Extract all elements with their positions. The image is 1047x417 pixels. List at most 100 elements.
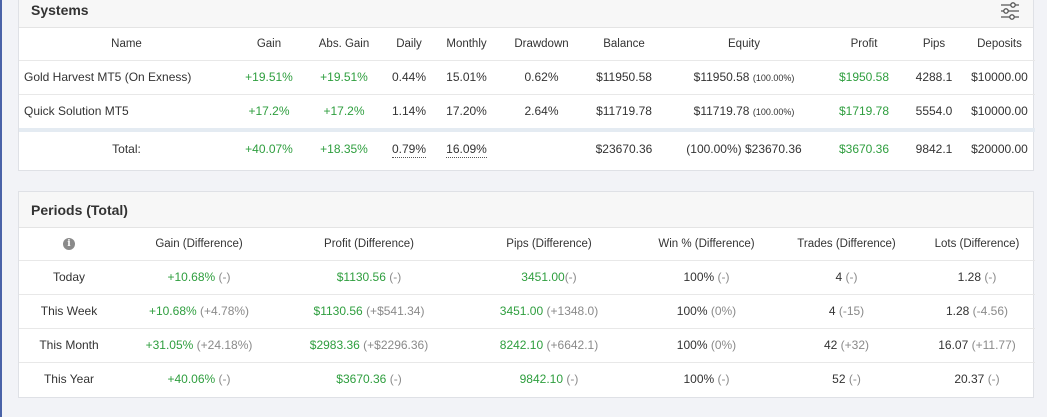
table-row: Today +10.68% (-) $1130.56 (-) 3451.00(-… [19,260,1035,294]
equity-value: $11719.78 [693,104,750,119]
col-win-difference: Win % (Difference) [658,237,755,250]
trades-diff: (+32) [840,338,870,352]
lots-diff: (-) [984,270,997,284]
pips-value: 3451.00 [499,304,544,318]
system-name-link[interactable]: Gold Harvest MT5 (On Exness) [24,70,192,84]
daily-cell: 1.14% [391,104,427,119]
col-deposits[interactable]: Deposits [977,37,1022,50]
win-value: 100% [676,338,708,352]
profit-diff: (-) [389,372,402,387]
table-row: This Month +31.05% (+24.18%) $2983.36 (+… [19,328,1035,362]
profit-cell: $2983.36 (+$2296.36) [279,328,459,362]
period-label: Today [52,270,86,284]
win-diff: (-) [717,372,730,387]
total-daily[interactable]: 0.79% [391,142,427,158]
total-abs-gain: +18.35% [320,142,368,156]
win-diff: (0%) [710,338,737,352]
total-drawdown [499,132,584,166]
table-row: Gold Harvest MT5 (On Exness) +19.51% +19… [19,60,1035,94]
balance-cell: $11950.58 [596,70,652,84]
equity-value: $11950.58 [693,70,750,84]
total-equity: (100.00%) $23670.36 [686,142,802,156]
system-name-link[interactable]: Quick Solution MT5 [24,104,129,119]
total-separator [19,128,1035,132]
drawdown-cell: 2.64% [524,104,559,119]
total-monthly[interactable]: 16.09% [446,142,487,158]
periods-header-row: i Gain (Difference) Profit (Difference) … [19,228,1035,260]
equity-cell: $11719.78 (100.00%) [664,94,824,128]
profit-cell: $3670.36 (-) [279,362,459,396]
trades-value: 4 [835,270,843,284]
pips-value: 3451.00 [521,270,565,284]
lots-diff: (-) [987,372,1000,387]
pips-diff: (+6642.1) [546,338,599,352]
sliders-icon[interactable] [999,0,1021,22]
win-value: 100% [676,304,708,318]
period-label: This Year [43,372,95,387]
pips-cell: 5554.0 [915,104,953,119]
profit-value: $1130.56 [336,270,386,284]
col-monthly[interactable]: Monthly [446,37,487,50]
col-abs-gain[interactable]: Abs. Gain [318,37,370,50]
gain-value: +31.05% [145,338,194,352]
equity-percent: (100.00%) [752,73,795,83]
trades-diff: (-) [845,270,858,284]
gain-value: +40.06% [167,372,216,387]
lots-diff: (+11.77) [971,338,1016,352]
total-monthly-cell: 16.09% [434,132,499,166]
col-gain[interactable]: Gain [256,37,282,50]
col-profit[interactable]: Profit [850,37,878,50]
trades-cell: 52 (-) [774,362,919,396]
profit-cell: $1130.56 (-) [279,260,459,294]
pips-cell: 8242.10 (+6642.1) [459,328,639,362]
pips-cell: 3451.00(-) [459,260,639,294]
gain-diff: (-) [218,372,231,387]
total-label: Total: [112,142,141,156]
trades-cell: 42 (+32) [774,328,919,362]
win-value: 100% [683,270,715,284]
lots-value: 16.07 [938,338,969,352]
periods-panel: Periods (Total) i Gain (Difference) Prof… [18,191,1035,398]
gain-diff: (-) [218,270,231,284]
pips-diff: (-) [566,372,579,387]
table-row: This Week +10.68% (+4.78%) $1130.56 (+$5… [19,294,1035,328]
gain-cell: +17.2% [248,104,290,119]
win-cell: 100% (-) [639,260,774,294]
balance-cell: $11719.78 [596,104,652,119]
period-label: This Week [40,304,98,318]
gain-cell: +19.51% [245,70,293,84]
pips-value: 9842.10 [519,372,564,387]
col-lots-difference: Lots (Difference) [934,237,1020,250]
col-trades-difference: Trades (Difference) [797,237,896,250]
pips-cell: 3451.00 (+1348.0) [459,294,639,328]
lots-cell: 20.37 (-) [919,362,1035,396]
periods-table: i Gain (Difference) Profit (Difference) … [19,228,1035,396]
win-value: 100% [683,372,715,387]
gain-diff: (+4.78%) [200,304,250,318]
lots-diff: (-4.56) [972,304,1009,318]
drawdown-cell: 0.62% [524,70,559,84]
trades-value: 42 [823,338,838,352]
gain-cell: +40.06% (-) [119,362,279,396]
lots-value: 1.28 [945,304,970,318]
pips-diff: (-) [564,270,577,284]
col-balance[interactable]: Balance [603,37,645,50]
systems-title: Systems [31,1,89,18]
total-deposits: $20000.00 [971,142,1028,156]
info-cell: i [19,228,119,260]
col-drawdown[interactable]: Drawdown [514,37,569,50]
col-pips[interactable]: Pips [922,37,946,50]
col-daily[interactable]: Daily [396,37,422,50]
info-icon[interactable]: i [63,238,75,251]
systems-panel: Systems Name Gain [18,0,1035,171]
lots-value: 1.28 [957,270,981,284]
col-name[interactable]: Name [111,37,142,50]
gain-cell: +31.05% (+24.18%) [119,328,279,362]
lots-cell: 1.28 (-) [919,260,1035,294]
abs-gain-cell: +19.51% [320,70,368,84]
col-equity[interactable]: Equity [728,37,760,50]
trades-cell: 4 (-) [774,260,919,294]
pips-value: 8242.10 [499,338,544,352]
col-profit-difference: Profit (Difference) [324,237,414,250]
deposits-cell: $10000.00 [971,104,1028,119]
